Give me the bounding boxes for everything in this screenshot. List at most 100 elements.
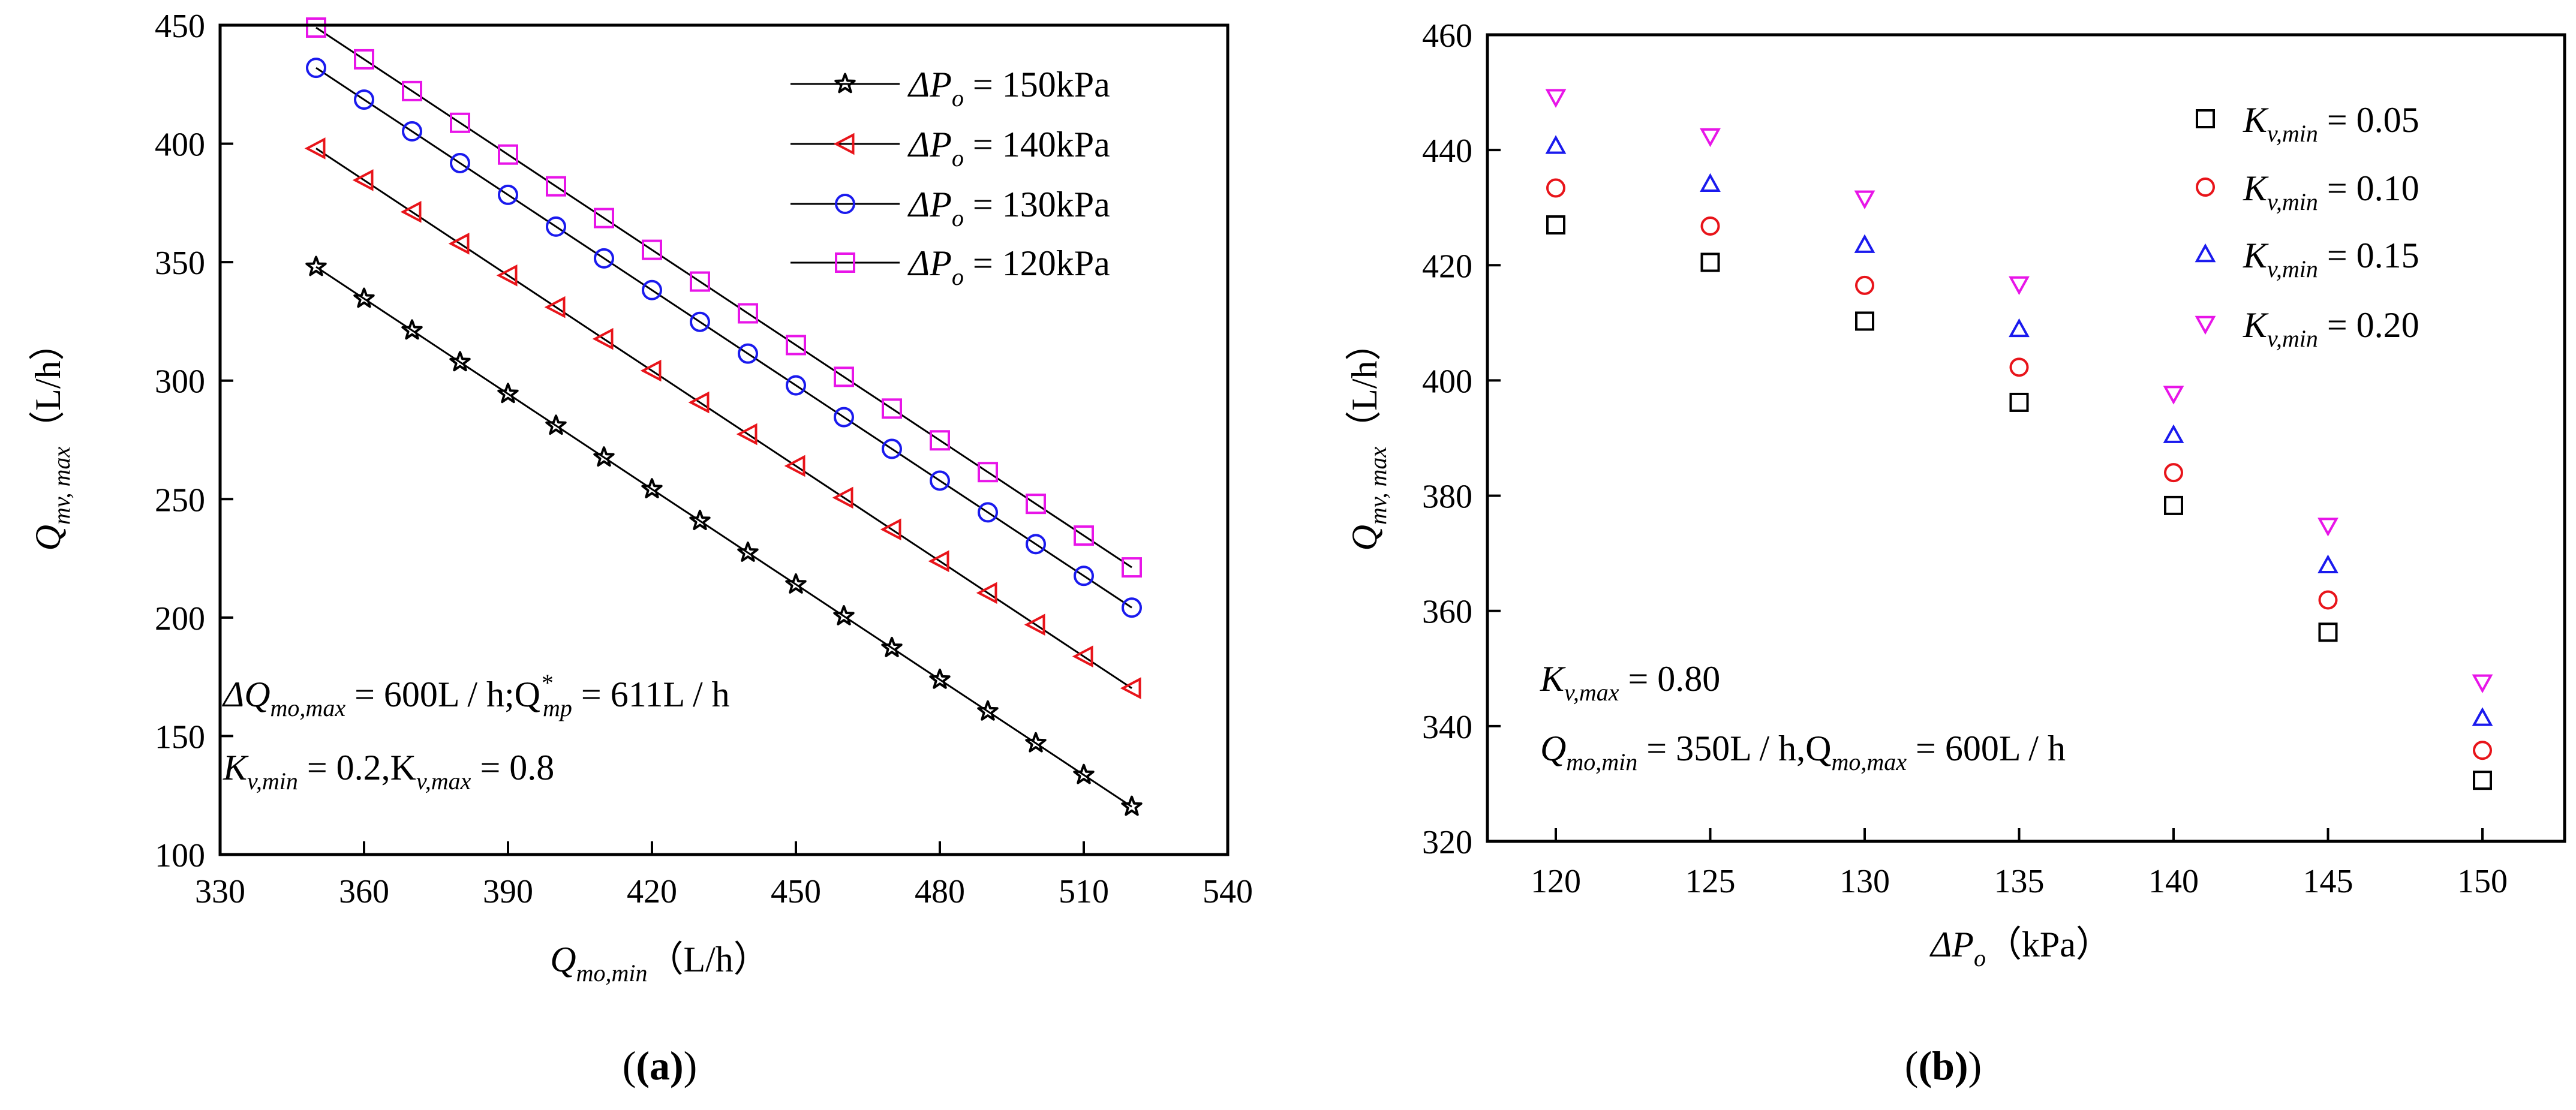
chart-b-x-tick-label-2: 130 bbox=[1839, 863, 1890, 900]
chart-b-x-tick-label-3: 135 bbox=[1994, 863, 2045, 900]
chart-b-point-s1-5 bbox=[2320, 591, 2337, 608]
chart-b-point-s0-5 bbox=[2320, 624, 2337, 640]
chart-b-point-s2-3 bbox=[2011, 321, 2028, 336]
chart-b-legend-symbol-1 bbox=[2197, 179, 2214, 195]
chart-b-legend-entry-1: Kv,min = 0.10 bbox=[2197, 169, 2419, 215]
chart-a-y-axis-title: Qmv, max（L/h） bbox=[28, 325, 75, 551]
chart-a-y-tick-label-0: 100 bbox=[155, 837, 205, 874]
chart-a-series-line-0 bbox=[316, 267, 1132, 807]
chart-b-point-s2-2 bbox=[1856, 237, 1873, 252]
chart-a-x-tick-label-2: 390 bbox=[483, 873, 533, 910]
chart-b-legend-symbol-0 bbox=[2197, 110, 2214, 127]
chart-b-legend-entry-2: Kv,min = 0.15 bbox=[2197, 236, 2419, 282]
chart-b-point-s0-6 bbox=[2474, 772, 2491, 789]
chart-a-series-line-1 bbox=[316, 149, 1132, 688]
chart-a-legend-entry-1: ΔPo = 140kPa bbox=[790, 125, 1110, 172]
chart-b-legend-label-2: Kv,min = 0.15 bbox=[2243, 236, 2419, 282]
chart-b-x-tick-label-0: 120 bbox=[1531, 863, 1581, 900]
chart-b: 120 125 130 135 140 145 150 320 340 360 380 400 420 4… bbox=[1345, 17, 2565, 1088]
chart-b-point-s0-4 bbox=[2165, 497, 2182, 514]
figure: 330 360 390 420 450 480 510 5401001502002503003… bbox=[0, 0, 2576, 1110]
chart-a-legend-entry-0: ΔPo = 150kPa bbox=[790, 65, 1110, 112]
chart-b-point-s0-2 bbox=[1856, 312, 1873, 329]
chart-a-x-tick-label-7: 540 bbox=[1203, 873, 1253, 910]
chart-b-point-s2-4 bbox=[2165, 427, 2182, 442]
chart-a-y-tick-label-3: 250 bbox=[155, 482, 205, 519]
chart-a-x-tick-label-4: 450 bbox=[771, 873, 821, 910]
chart-b-x-tick-label-6: 150 bbox=[2457, 863, 2508, 900]
chart-b-legend-marker-3 bbox=[2197, 317, 2214, 332]
chart-b-point-s1-2 bbox=[1856, 277, 1873, 294]
chart-b-point-s3-3 bbox=[2011, 278, 2028, 293]
chart-b-point-s3-6 bbox=[2474, 676, 2491, 691]
chart-a-y-tick-label-4: 300 bbox=[155, 363, 205, 401]
chart-a-y-tick-label-2: 200 bbox=[155, 600, 205, 637]
chart-b-y-tick-label-5: 420 bbox=[1422, 248, 1472, 285]
chart-b-annotation-1: Kv,max = 0.80 bbox=[1540, 659, 1720, 706]
chart-a-legend-label-0: ΔPo = 150kPa bbox=[907, 65, 1110, 112]
chart-b-legend-label-3: Kv,min = 0.20 bbox=[2243, 305, 2419, 352]
chart-b-legend-symbol-3 bbox=[2197, 317, 2214, 332]
chart-b-y-tick-label-6: 440 bbox=[1422, 133, 1472, 170]
chart-b-y-tick-label-7: 460 bbox=[1422, 17, 1472, 55]
chart-a-point-s3-0 bbox=[307, 19, 325, 37]
chart-a-legend-entry-3: ΔPo = 120kPa bbox=[790, 243, 1110, 290]
chart-b-point-s1-1 bbox=[1702, 218, 1719, 234]
chart-a-y-tick-label-6: 400 bbox=[155, 127, 205, 164]
chart-b-y-axis-title: Qmv, max（L/h） bbox=[1345, 325, 1391, 551]
chart-b-point-s3-0 bbox=[1547, 91, 1564, 106]
chart-b-y-tick-label-0: 320 bbox=[1422, 824, 1472, 861]
chart-b-y-tick-label-4: 400 bbox=[1422, 363, 1472, 400]
chart-b-legend: Kv,min = 0.05 Kv,min = 0.10 Kv,min = 0.1… bbox=[2197, 100, 2419, 352]
chart-b-point-s3-1 bbox=[1702, 130, 1719, 145]
chart-b-point-s0-3 bbox=[2011, 394, 2028, 411]
chart-a-y-tick-label-1: 150 bbox=[155, 718, 205, 756]
chart-b-point-s3-5 bbox=[2320, 519, 2337, 534]
chart-b-x-axis-title: ΔPo（kPa） bbox=[1929, 925, 2112, 971]
chart-b-legend-marker-0 bbox=[2197, 110, 2214, 127]
chart-a-legend-label-1: ΔPo = 140kPa bbox=[907, 125, 1110, 172]
chart-b-point-s2-1 bbox=[1702, 176, 1719, 191]
chart-b-legend-entry-0: Kv,min = 0.05 bbox=[2197, 100, 2419, 147]
chart-b-x-tick-label-5: 145 bbox=[2303, 863, 2353, 900]
chart-b-point-s2-6 bbox=[2474, 709, 2491, 724]
chart-b-legend-entry-3: Kv,min = 0.20 bbox=[2197, 305, 2419, 352]
chart-a-legend-entry-2: ΔPo = 130kPa bbox=[790, 185, 1110, 231]
chart-b-x-tick-label-1: 125 bbox=[1685, 863, 1736, 900]
chart-a-legend-marker-0 bbox=[835, 74, 854, 92]
chart-a-legend-label-3: ΔPo = 120kPa bbox=[907, 243, 1110, 290]
chart-b-point-s1-0 bbox=[1547, 180, 1564, 197]
chart-a-y-tick-label-7: 450 bbox=[155, 8, 205, 45]
chart-a-legend: ΔPo = 150kPa ΔPo = 140kPa ΔPo = 130kPa Δ… bbox=[790, 65, 1110, 290]
chart-b-panel-label: ((b)) bbox=[1905, 1043, 1982, 1088]
chart-b-legend-label-0: Kv,min = 0.05 bbox=[2243, 100, 2419, 147]
chart-a-y-tick-label-5: 350 bbox=[155, 245, 205, 282]
chart-b-x-tick-label-4: 140 bbox=[2148, 863, 2199, 900]
chart-b-point-s2-5 bbox=[2320, 557, 2337, 572]
chart-a-series-line-3 bbox=[316, 28, 1132, 567]
chart-b-legend-label-1: Kv,min = 0.10 bbox=[2243, 169, 2419, 215]
chart-a-point-s1-0 bbox=[307, 139, 324, 157]
chart-b-point-s3-2 bbox=[1856, 192, 1873, 207]
chart-b-point-s2-0 bbox=[1547, 137, 1564, 152]
chart-a-x-axis-title: Qmo,min（L/h） bbox=[550, 940, 770, 986]
chart-a-panel-label: ((a)) bbox=[623, 1043, 698, 1088]
chart-a-x-tick-label-3: 420 bbox=[627, 873, 677, 910]
chart-a-x-tick-label-6: 510 bbox=[1059, 873, 1109, 910]
chart-a-annotation-1: ΔQmo,max = 600L / h;Q* mp = 611L / h bbox=[222, 669, 730, 721]
chart-a-x-tick-label-0: 330 bbox=[195, 873, 245, 910]
chart-b-legend-symbol-2 bbox=[2197, 246, 2214, 261]
chart-b-y-tick-label-1: 340 bbox=[1422, 709, 1472, 746]
chart-b-legend-marker-2 bbox=[2197, 246, 2214, 261]
chart-b-y-tick-label-3: 380 bbox=[1422, 479, 1472, 516]
chart-a: 330 360 390 420 450 480 510 5401001502002503003… bbox=[28, 8, 1253, 1088]
chart-b-point-s1-6 bbox=[2474, 742, 2491, 759]
chart-b-legend-marker-1 bbox=[2197, 179, 2214, 195]
chart-b-annotation-2: Qmo,min = 350L / h,Qmo,max = 600L / h bbox=[1540, 729, 2066, 775]
chart-b-plot-frame bbox=[1487, 35, 2565, 841]
chart-a-legend-label-2: ΔPo = 130kPa bbox=[907, 185, 1110, 231]
chart-b-y-tick-label-2: 360 bbox=[1422, 594, 1472, 631]
chart-b-point-s3-4 bbox=[2165, 387, 2182, 402]
chart-b-point-s0-1 bbox=[1702, 254, 1719, 270]
chart-b-point-s1-3 bbox=[2011, 359, 2028, 375]
